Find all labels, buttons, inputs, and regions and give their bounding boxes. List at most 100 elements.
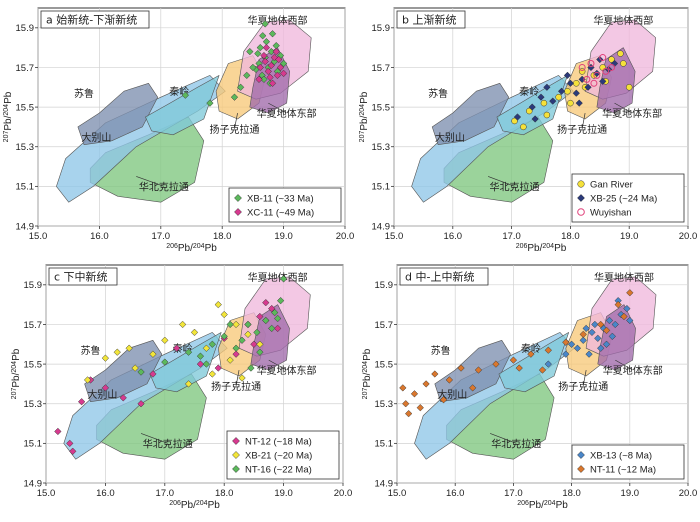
data-point [599,54,607,62]
data-point [256,340,264,348]
data-point [527,350,535,358]
data-point [474,366,483,374]
legend-marker [577,465,585,473]
data-point [602,340,611,348]
region-leader-line [235,369,240,386]
region-label-qinling: 秦岭 [519,85,539,98]
data-point [399,384,407,392]
data-point [232,320,240,329]
legend-box [228,187,342,223]
legend-marker [234,194,242,202]
data-point [520,123,527,131]
x-tick-label: 18.0 [561,231,580,242]
data-point [256,63,264,72]
region-qinling [498,332,570,393]
data-point [226,320,234,329]
data-point [101,384,110,392]
data-point [597,320,605,329]
data-point [208,370,216,378]
data-point [564,87,571,95]
data-point [579,330,587,339]
y-tick-label: 15.7 [375,320,394,331]
data-point [268,324,276,333]
x-axis-label: 206Pb/204Pb [517,500,568,512]
data-point [190,328,199,337]
data-point [243,71,251,80]
region-qinling [145,75,220,136]
region-label-cathaysia-west: 华夏地体西部 [247,14,307,27]
data-point [236,83,245,91]
y-tick-label: 15.7 [16,63,35,74]
data-point [611,320,619,329]
data-point [563,71,572,80]
region-leader-line [268,359,287,371]
data-point [262,43,271,52]
x-tick-label: 16.0 [90,231,109,242]
y-tick-label: 14.9 [24,478,43,489]
data-point [206,99,214,107]
data-point [272,47,280,56]
x-tick-label: 17.0 [504,488,523,499]
data-point [232,350,240,358]
region-leader-line [582,369,587,386]
region-label-sulu: 苏鲁 [74,87,94,100]
y-tick-label: 15.9 [24,280,43,291]
region-sulu [431,83,510,145]
data-point [259,32,267,40]
data-point [256,312,264,321]
x-tick-label: 16.0 [446,488,465,499]
data-point [543,111,551,119]
data-point [593,71,601,79]
data-point [567,99,574,107]
x-tick-label: 19.0 [621,488,640,499]
region-label-sulu: 苏鲁 [428,87,448,100]
data-point [161,358,169,366]
y-tick-label: 15.9 [16,23,35,34]
data-point [566,79,575,87]
x-axis-label: 206Pb/204Pb [516,243,567,255]
data-point [544,360,552,368]
data-point [445,376,454,384]
data-point [602,326,611,335]
data-point [83,376,92,384]
x-tick-label: 18.0 [562,488,581,499]
data-point [184,348,193,356]
data-point [531,115,539,123]
y-tick-label: 15.5 [372,102,391,113]
x-tick-label: 15.0 [29,231,48,242]
y-tick-label: 15.7 [372,63,391,74]
data-point [492,360,500,368]
data-point [404,409,413,418]
region-leader-line [487,176,515,187]
y-tick-label: 15.9 [372,23,391,34]
data-point [268,79,277,87]
data-point [69,447,77,455]
data-point [538,366,547,374]
x-tick-label: 16.0 [444,231,463,242]
data-point [270,53,279,62]
data-point [572,89,580,97]
region-label-yangtze: 扬子克拉通 [558,380,608,393]
data-point [220,310,228,319]
data-point [626,316,634,325]
x-axis-label: 206Pb/204Pb [166,243,217,255]
data-point [238,374,246,382]
legend-label: NT-12 (~18 Ma) [245,436,312,447]
legend-marker [232,437,240,445]
data-point [208,340,216,348]
data-point [244,320,252,329]
data-point [149,350,157,358]
data-point [184,380,193,388]
data-point [149,370,157,378]
data-point [596,55,604,64]
region-qinling [149,332,222,393]
legend-marker [577,208,585,216]
y-tick-label: 15.1 [16,182,35,193]
legend-marker [577,194,585,202]
data-point [625,84,633,91]
y-tick-label: 15.9 [375,280,394,291]
